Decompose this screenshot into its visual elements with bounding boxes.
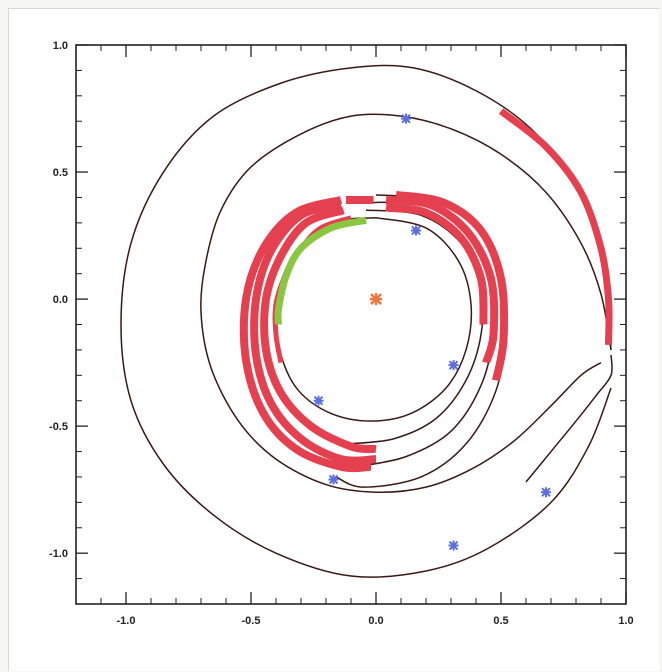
y-tick-label: -0.5 (49, 421, 68, 433)
blue-star-marker-3 (448, 360, 459, 371)
axis-ticks: -1.0 -0.5 0.0 0.5 1.0 -1.0 -0.5 0.0 0.5 1.0 (49, 40, 634, 627)
center-star-marker (370, 293, 382, 306)
blue-star-marker-2 (411, 225, 421, 236)
green-band-layer (274, 216, 367, 325)
red-band-7 (385, 203, 488, 325)
y-tick-label: -1.0 (49, 548, 68, 560)
red-band-8 (385, 196, 499, 364)
orbit-line-3 (525, 354, 613, 483)
red-band-3 (260, 206, 377, 454)
blue-star-marker-4 (313, 395, 324, 406)
y-tick-label: 1.0 (53, 40, 68, 52)
blue-star-marker-7 (448, 540, 459, 551)
y-tick-label: 0.0 (53, 294, 68, 306)
orbit-line-2 (200, 113, 612, 494)
marker-layer (313, 113, 551, 551)
green-band (274, 216, 367, 325)
blue-star-marker-5 (328, 474, 339, 485)
blue-star-marker-6 (541, 487, 551, 498)
y-tick-label: 0.5 (53, 167, 68, 179)
x-tick-label: 1.0 (618, 615, 633, 627)
x-tick-label: -0.5 (242, 615, 261, 627)
red-band-layer (239, 108, 613, 473)
orbit-chart: -1.0 -0.5 0.0 0.5 1.0 -1.0 -0.5 0.0 0.5 1.0 (49, 40, 634, 627)
red-band-9 (395, 190, 509, 382)
orbit-line-5 (345, 209, 484, 445)
red-band-4 (250, 201, 377, 465)
x-tick-label: 0.0 (368, 615, 383, 627)
orbit-line-1 (120, 64, 612, 578)
x-tick-label: 0.5 (493, 615, 508, 627)
blue-star-marker-1 (401, 113, 411, 124)
axes (75, 44, 627, 605)
red-band-5 (239, 196, 372, 473)
red-band-1 (498, 108, 613, 345)
figure-frame: -1.0 -0.5 0.0 0.5 1.0 -1.0 -0.5 0.0 0.5 1.0 (8, 8, 659, 671)
x-tick-label: -1.0 (117, 615, 136, 627)
plot-area-border (75, 44, 627, 605)
